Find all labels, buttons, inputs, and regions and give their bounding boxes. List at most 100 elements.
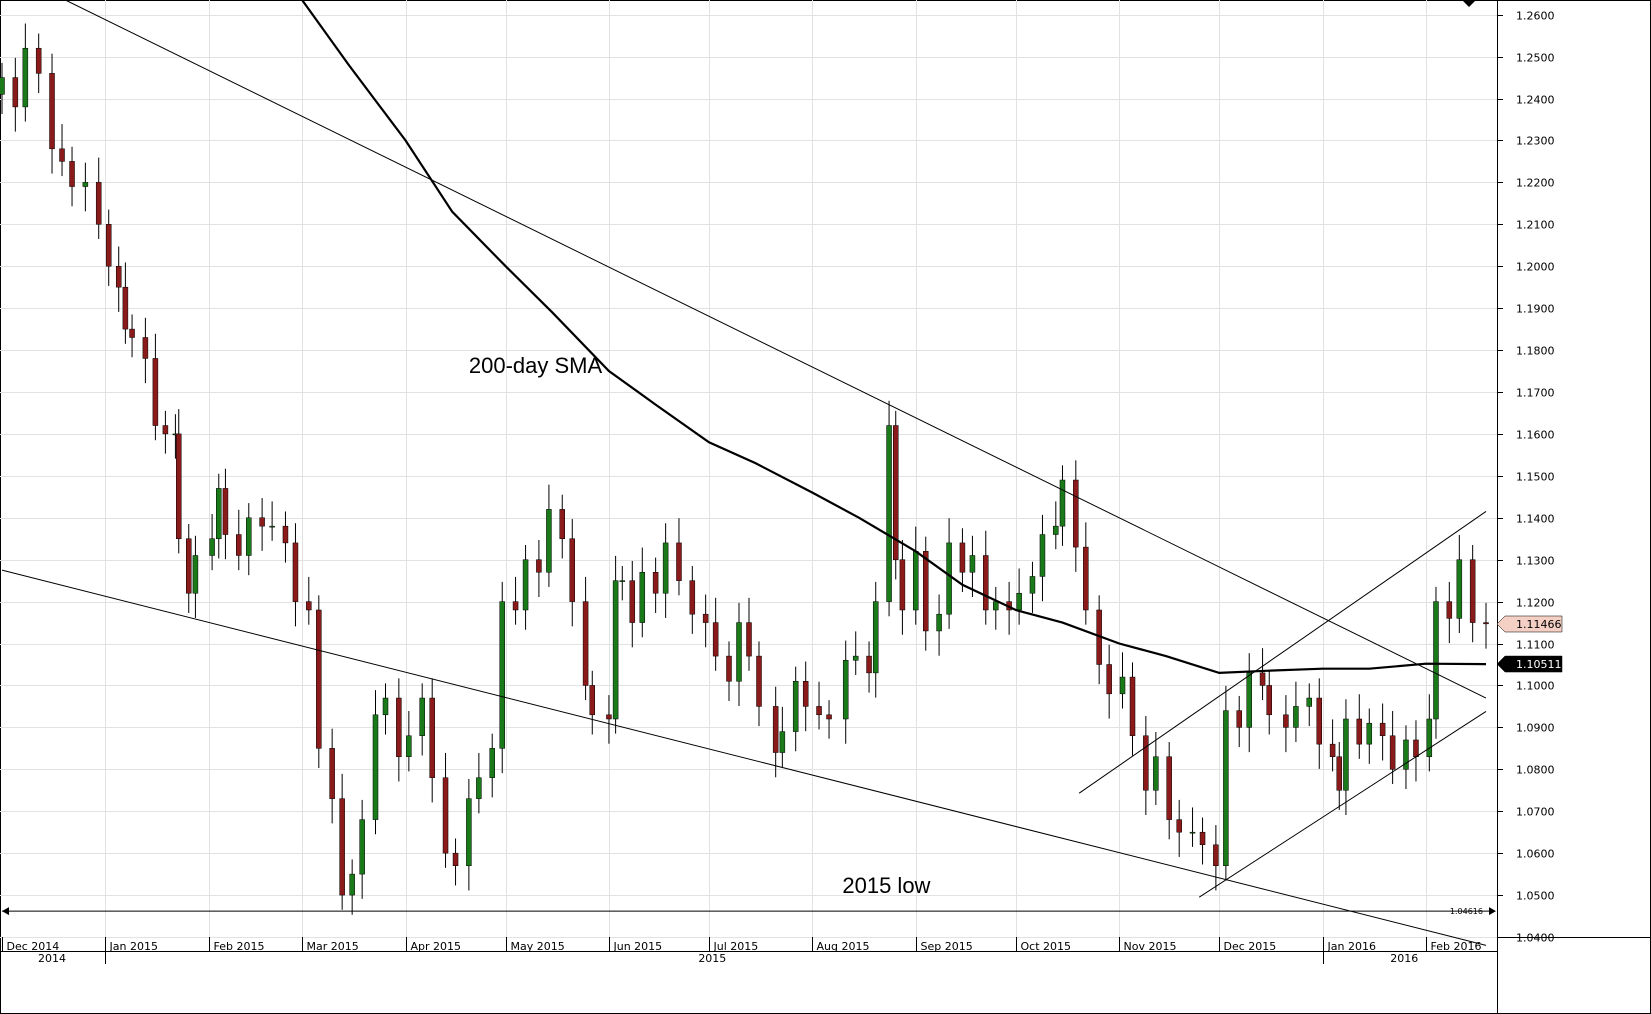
candle-up [209,538,215,556]
candle-down [1143,735,1149,791]
candle-up [872,601,879,674]
y-tick-label: 1.1100 [1516,639,1555,652]
candle-down [1283,714,1289,728]
sma-line [301,0,1487,675]
candle-up [419,697,425,737]
candle-down [922,551,929,632]
candle-up [1403,739,1409,770]
y-tick-label: 1.0700 [1516,806,1555,819]
candle-down [396,697,402,757]
candle-down [652,572,659,594]
year-label: 2014 [38,952,66,965]
candle-down [49,73,55,150]
candle-down [59,148,65,162]
candle-down [222,488,229,535]
trendline [1198,711,1487,898]
candle-up [359,819,365,875]
candle-down [1446,601,1453,619]
candle-up [852,655,859,661]
candle-down [1073,479,1079,548]
candle-down [589,685,596,716]
candle-down [12,77,19,108]
candle-down [1483,622,1489,625]
candle-down [142,337,149,359]
x-tick-label: Jul 2015 [713,940,759,953]
candle-up [476,777,482,799]
candle-up [349,873,355,896]
candle-up [912,551,919,611]
candle-down [1259,672,1266,686]
candle-down [746,622,752,657]
candle-up [546,509,552,573]
candles [0,23,1489,915]
x-tick-label: Feb 2016 [1431,940,1482,953]
candle-up [886,425,892,602]
candle-up [1119,676,1126,695]
candle-down [259,517,265,527]
left-arrow-icon [2,907,9,916]
y-tick-label: 1.2400 [1516,94,1555,107]
low-line-value: 1.04616 [1450,907,1483,916]
candle-down [1266,685,1272,716]
candle-up [499,601,505,749]
candle-up [1029,576,1036,594]
scroll-marker-icon [1462,0,1476,7]
annotation-label: 200-day SMA [469,353,603,378]
annotation-label: 2015 low [842,873,930,898]
y-tick-label: 1.0800 [1516,764,1555,777]
y-tick-label: 1.1800 [1516,345,1555,358]
candle-up [406,735,412,757]
candle-down [292,542,299,602]
candle-up [1456,559,1463,619]
trendline [65,0,1487,699]
price-label-box [1496,655,1563,673]
candle-up [612,580,619,720]
candle-down [582,601,589,686]
candle-down [175,433,182,539]
candle-down [442,777,449,854]
candle-down [569,538,576,602]
price-labels: 1.11466 1.10511 [1496,615,1563,673]
candle-down [452,852,459,866]
y-tick-label: 1.2000 [1516,261,1555,274]
candle-down [1106,664,1112,695]
candle-down [35,47,42,74]
y-tick-label: 1.1600 [1516,429,1555,442]
candle-down [559,509,566,539]
candle-down [152,358,159,426]
candle-down [1469,559,1476,623]
x-tick-label: Dec 2015 [1224,940,1277,953]
trendline [1,569,1487,946]
candle-down [105,224,112,267]
candle-down [236,534,242,556]
candle-up [639,572,646,623]
candle-down [1329,743,1336,757]
price-label-value: 1.10511 [1516,658,1562,671]
annotations: 200-day SMA 2015 low [469,0,1476,898]
candle-down [1083,546,1089,611]
candle-down [115,265,122,288]
candle-up [1223,710,1229,866]
candle-down [1176,819,1182,833]
candle-up [779,731,786,753]
candle-up [522,559,529,611]
candle-up [192,555,199,594]
candle-down [186,538,192,594]
candle-up [1189,831,1196,834]
candle-down [826,714,832,720]
candle-up [1426,718,1433,757]
candle-up [1059,479,1066,527]
y-tick-label: 1.0900 [1516,722,1555,735]
candle-down [1129,676,1136,737]
candle-down [866,655,872,674]
sma-200-line [301,0,1487,675]
candle-down [536,559,542,573]
candle-down [802,681,809,707]
candle-down [899,559,906,611]
candle-up [1246,672,1252,728]
x-tick-label: Sep 2015 [921,940,973,953]
candle-down [983,555,989,611]
y-tick-label: 1.0400 [1516,932,1555,945]
x-axis: Dec 2014 Jan 2015 Feb 2015 Mar 2015 Apr 2015… [2,937,1482,965]
year-label: 2015 [698,952,726,965]
